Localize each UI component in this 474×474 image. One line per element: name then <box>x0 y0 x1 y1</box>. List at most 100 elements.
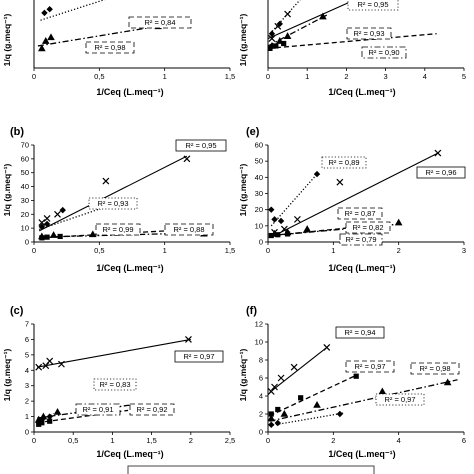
x-axis-label: 1/Ceq (L.meq⁻¹) <box>96 449 163 459</box>
data-point-triangle <box>49 231 58 238</box>
r2-label-box <box>346 27 392 40</box>
y-tick-label: 2 <box>259 410 263 419</box>
r2-label: R² = 0,88 <box>173 225 204 234</box>
x-tick-label: 0 <box>266 436 270 445</box>
y-axis-label: 1/q (g.meq⁻¹) <box>2 349 12 402</box>
r2-label-box <box>95 223 141 236</box>
r2-label-box <box>321 156 367 169</box>
data-point-triangle <box>38 44 46 52</box>
trend-line-square <box>269 374 357 417</box>
data-point-triangle <box>443 378 452 386</box>
x-tick-label: 1 <box>163 72 167 81</box>
panel-label: (e) <box>246 126 260 138</box>
x-tick-label: 2 <box>397 246 401 255</box>
panel-5: 0 0,5 1 1,5 2 2,5 0 1 2 3 4 5 6 7 1/Ceq (L.meq⁻¹) 1/q (… <box>2 305 235 459</box>
data-point-x <box>35 363 43 371</box>
data-point-x <box>271 383 278 391</box>
data-point-diamond <box>274 419 281 427</box>
r2-label-box <box>416 166 466 179</box>
trend-line-diamond <box>269 412 344 427</box>
trend-line-triangle <box>37 403 137 419</box>
trend-line-triangle <box>269 379 458 422</box>
y-tick-label: 0 <box>25 428 29 437</box>
y-axis-label: 1/q (g.meq⁻¹) <box>2 164 12 217</box>
x-tick-label: 4 <box>423 72 427 81</box>
data-point-triangle <box>394 218 403 226</box>
trend-line-triangle <box>268 14 328 47</box>
data-point-square <box>57 233 63 240</box>
y-tick-label: 20 <box>255 205 263 214</box>
y-tick-label: 10 <box>21 224 29 233</box>
y-tick-label: 0 <box>259 428 263 437</box>
y-tick-label: 10 <box>255 338 263 347</box>
x-tick-label: 0 <box>266 246 270 255</box>
r2-label-box <box>337 207 383 220</box>
x-tick-label: 1 <box>163 246 167 255</box>
r2-label-box <box>347 0 399 11</box>
y-tick-label: 3 <box>25 381 29 390</box>
x-tick-label: 0 <box>32 246 36 255</box>
data-point-triangle <box>319 12 327 20</box>
r2-label: R² = 0,93 <box>97 199 128 208</box>
y-tick-label: 0 <box>259 238 263 247</box>
r2-label-box <box>345 360 395 373</box>
data-point-square <box>268 232 274 239</box>
data-point-square <box>353 373 359 379</box>
plot-area <box>268 149 442 239</box>
panel-label: (c) <box>10 305 24 317</box>
x-tick-label: 1 <box>305 72 309 81</box>
y-tick-label: 50 <box>21 168 29 177</box>
data-point-triangle <box>280 410 289 417</box>
data-point-diamond <box>271 216 278 223</box>
data-point-square <box>268 45 273 51</box>
data-point-x <box>58 360 65 368</box>
y-tick-label: 40 <box>255 173 263 182</box>
data-point-diamond <box>336 410 344 418</box>
y-tick-label: 60 <box>21 154 29 163</box>
data-point-diamond <box>277 217 285 225</box>
data-point-x <box>293 215 301 223</box>
x-tick-label: 1,5 <box>146 436 156 445</box>
r2-label: R² = 0,93 <box>353 29 384 38</box>
x-tick-label: 2 <box>189 436 193 445</box>
x-tick-label: 2 <box>331 436 335 445</box>
data-point-square <box>268 411 274 417</box>
r2-label: R² = 0,89 <box>328 158 359 167</box>
y-tick-label: 5 <box>25 350 29 359</box>
y-tick-label: 10 <box>255 221 263 230</box>
data-point-x <box>323 343 331 351</box>
r2-label-box <box>410 362 460 375</box>
x-tick-label: 0,5 <box>94 246 104 255</box>
r2-label-box <box>345 221 391 234</box>
data-point-square <box>281 40 287 47</box>
data-point-triangle <box>47 33 55 41</box>
r2-label-box <box>129 403 175 416</box>
r2-label: R² = 0,98 <box>94 43 125 52</box>
x-tick-label: 0,5 <box>68 436 78 445</box>
data-point-x <box>268 35 276 43</box>
data-point-triangle <box>268 414 276 422</box>
y-tick-label: 6 <box>25 335 29 344</box>
r2-label: R² = 0,94 <box>344 328 375 337</box>
r2-label: R² = 0,92 <box>136 405 167 414</box>
r2-label: R² = 0,97 <box>354 362 385 371</box>
trend-line-x <box>269 346 328 393</box>
data-point-x <box>54 210 61 218</box>
r2-label-box <box>174 350 224 363</box>
data-point-square <box>298 395 304 401</box>
legend-frame <box>127 465 375 474</box>
plot-area <box>268 343 458 428</box>
r2-label: R² = 0,82 <box>352 223 383 232</box>
data-point-x <box>290 363 298 371</box>
panel-1: 0 0,5 1 1,5 1/Ceq (L.meq⁻¹) 1/q (g.meq⁻¹) R² =… <box>2 0 235 97</box>
r2-label-box <box>339 233 383 246</box>
x-tick-label: 1,5 <box>225 246 235 255</box>
x-tick-label: 2,5 <box>225 436 235 445</box>
trend-line-x <box>271 152 439 238</box>
r2-label: R² = 0,79 <box>345 235 376 244</box>
y-tick-label: 40 <box>21 182 29 191</box>
panel-2: 0 1 2 3 4 5 1/Ceq (L.meq⁻¹) 1/q (g.meq⁻¹) R² = 0… <box>238 0 466 97</box>
data-point-triangle <box>89 230 97 238</box>
y-axis-label: 1/q (g.méq⁻¹) <box>238 349 248 402</box>
data-point-square <box>39 420 45 426</box>
